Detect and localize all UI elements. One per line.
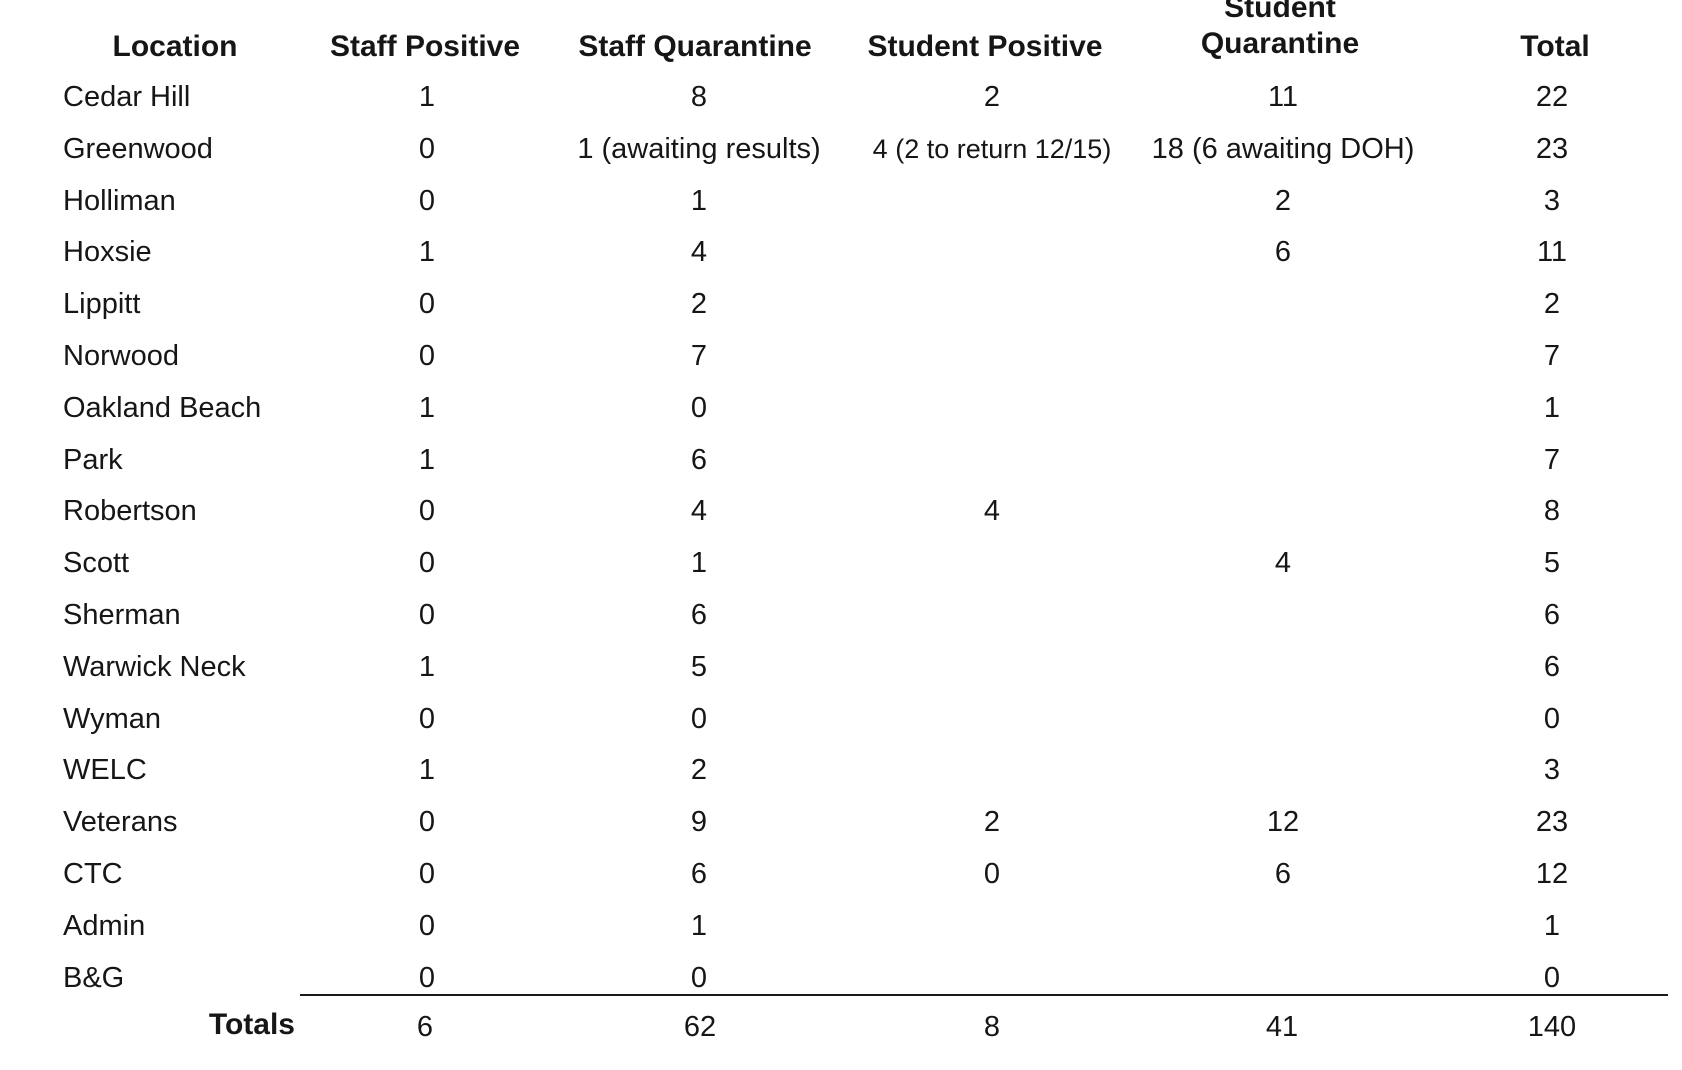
cell-total: 6 [1543,599,1561,631]
cell-total: 0 [1543,962,1561,994]
cell-student-positive: 0 [983,858,1001,890]
cell-staff-positive: 0 [418,910,436,942]
cell-staff-quarantine: 4 [690,236,708,268]
cell-staff-quarantine: 1 [690,910,708,942]
cell-total: 0 [1543,703,1561,735]
cell-staff-positive: 0 [418,288,436,320]
cell-staff-quarantine: 6 [690,444,708,476]
totals-student-quarantine: 41 [1265,1011,1299,1043]
cell-location: WELC [63,754,147,786]
cell-student-positive: 2 [983,806,1001,838]
cell-staff-quarantine: 1 (awaiting results) [577,133,821,165]
cell-staff-positive: 0 [418,858,436,890]
cell-total: 7 [1543,444,1561,476]
cell-location: Norwood [63,340,180,372]
cell-student-positive: 4 (2 to return 12/15) [872,134,1112,164]
cell-location: Warwick Neck [63,651,246,683]
cell-student-quarantine: 12 [1266,806,1300,838]
cell-staff-positive: 1 [418,81,436,113]
cell-location: Cedar Hill [63,81,191,113]
cell-location: Veterans [63,806,178,838]
cell-location: Oakland Beach [63,392,262,424]
header-location: Location [112,30,238,63]
cell-staff-positive: 0 [418,599,436,631]
cell-student-positive: 4 [983,495,1001,527]
cell-staff-positive: 1 [418,392,436,424]
header-student-positive: Student Positive [867,30,1103,63]
totals-divider [300,994,1668,996]
cell-student-quarantine: 4 [1274,547,1292,579]
cell-staff-positive: 0 [418,185,436,217]
cell-location: Hoxsie [63,236,152,268]
cell-staff-quarantine: 7 [690,340,708,372]
cell-total: 12 [1535,858,1569,890]
cell-total: 3 [1543,185,1561,217]
cell-staff-quarantine: 2 [690,754,708,786]
cell-staff-positive: 0 [418,340,436,372]
header-total: Total [1520,30,1590,63]
cell-staff-quarantine: 8 [690,81,708,113]
cell-staff-quarantine: 2 [690,288,708,320]
cell-total: 8 [1543,495,1561,527]
cell-staff-quarantine: 0 [690,392,708,424]
cell-staff-quarantine: 4 [690,495,708,527]
cell-staff-positive: 0 [418,806,436,838]
cell-total: 1 [1543,392,1561,424]
cell-total: 5 [1543,547,1561,579]
cell-total: 1 [1543,910,1561,942]
cell-total: 23 [1535,133,1569,165]
cell-student-positive: 2 [983,81,1001,113]
cell-staff-quarantine: 6 [690,599,708,631]
cell-student-quarantine: 11 [1267,81,1299,113]
cell-location: Scott [63,547,130,579]
cell-student-quarantine: 18 (6 awaiting DOH) [1151,133,1415,165]
cell-total: 3 [1543,754,1561,786]
cell-total: 6 [1543,651,1561,683]
cell-staff-quarantine: 0 [690,703,708,735]
cell-staff-positive: 1 [418,754,436,786]
cell-staff-quarantine: 6 [690,858,708,890]
cell-student-quarantine: 6 [1274,858,1292,890]
cell-location: Wyman [63,703,162,735]
cell-staff-positive: 1 [418,236,436,268]
cell-student-quarantine: 2 [1274,185,1292,217]
header-staff-quarantine: Staff Quarantine [578,30,812,63]
header-student-quarantine: Student Quarantine [1200,0,1360,60]
cell-location: Admin [63,910,146,942]
cell-staff-positive: 0 [418,495,436,527]
cell-location: Robertson [63,495,197,527]
cell-total: 23 [1535,806,1569,838]
cell-total: 11 [1536,236,1568,268]
cell-total: 2 [1543,288,1561,320]
cell-staff-quarantine: 5 [690,651,708,683]
totals-label: Totals [208,1008,295,1041]
totals-staff-quarantine: 62 [683,1011,717,1043]
cell-location: Holliman [63,185,176,217]
totals-total: 140 [1527,1011,1577,1043]
totals-student-positive: 8 [983,1011,1001,1043]
cell-staff-positive: 0 [418,962,436,994]
cell-location: Sherman [63,599,181,631]
cell-staff-positive: 1 [418,444,436,476]
totals-staff-positive: 6 [416,1011,434,1043]
cell-location: Greenwood [63,133,213,165]
cell-staff-quarantine: 1 [690,547,708,579]
cell-staff-positive: 0 [418,133,436,165]
header-staff-positive: Staff Positive [329,30,521,63]
cell-staff-positive: 0 [418,703,436,735]
cell-location: Park [63,444,123,476]
cell-staff-positive: 0 [418,547,436,579]
cell-location: Lippitt [63,288,141,320]
cell-total: 7 [1543,340,1561,372]
cell-location: B&G [63,962,125,994]
cell-staff-quarantine: 1 [690,185,708,217]
cell-staff-positive: 1 [418,651,436,683]
cell-student-quarantine: 6 [1274,236,1292,268]
cell-location: CTC [63,858,123,890]
cell-staff-quarantine: 9 [690,806,708,838]
cell-staff-quarantine: 0 [690,962,708,994]
cell-total: 22 [1535,81,1569,113]
